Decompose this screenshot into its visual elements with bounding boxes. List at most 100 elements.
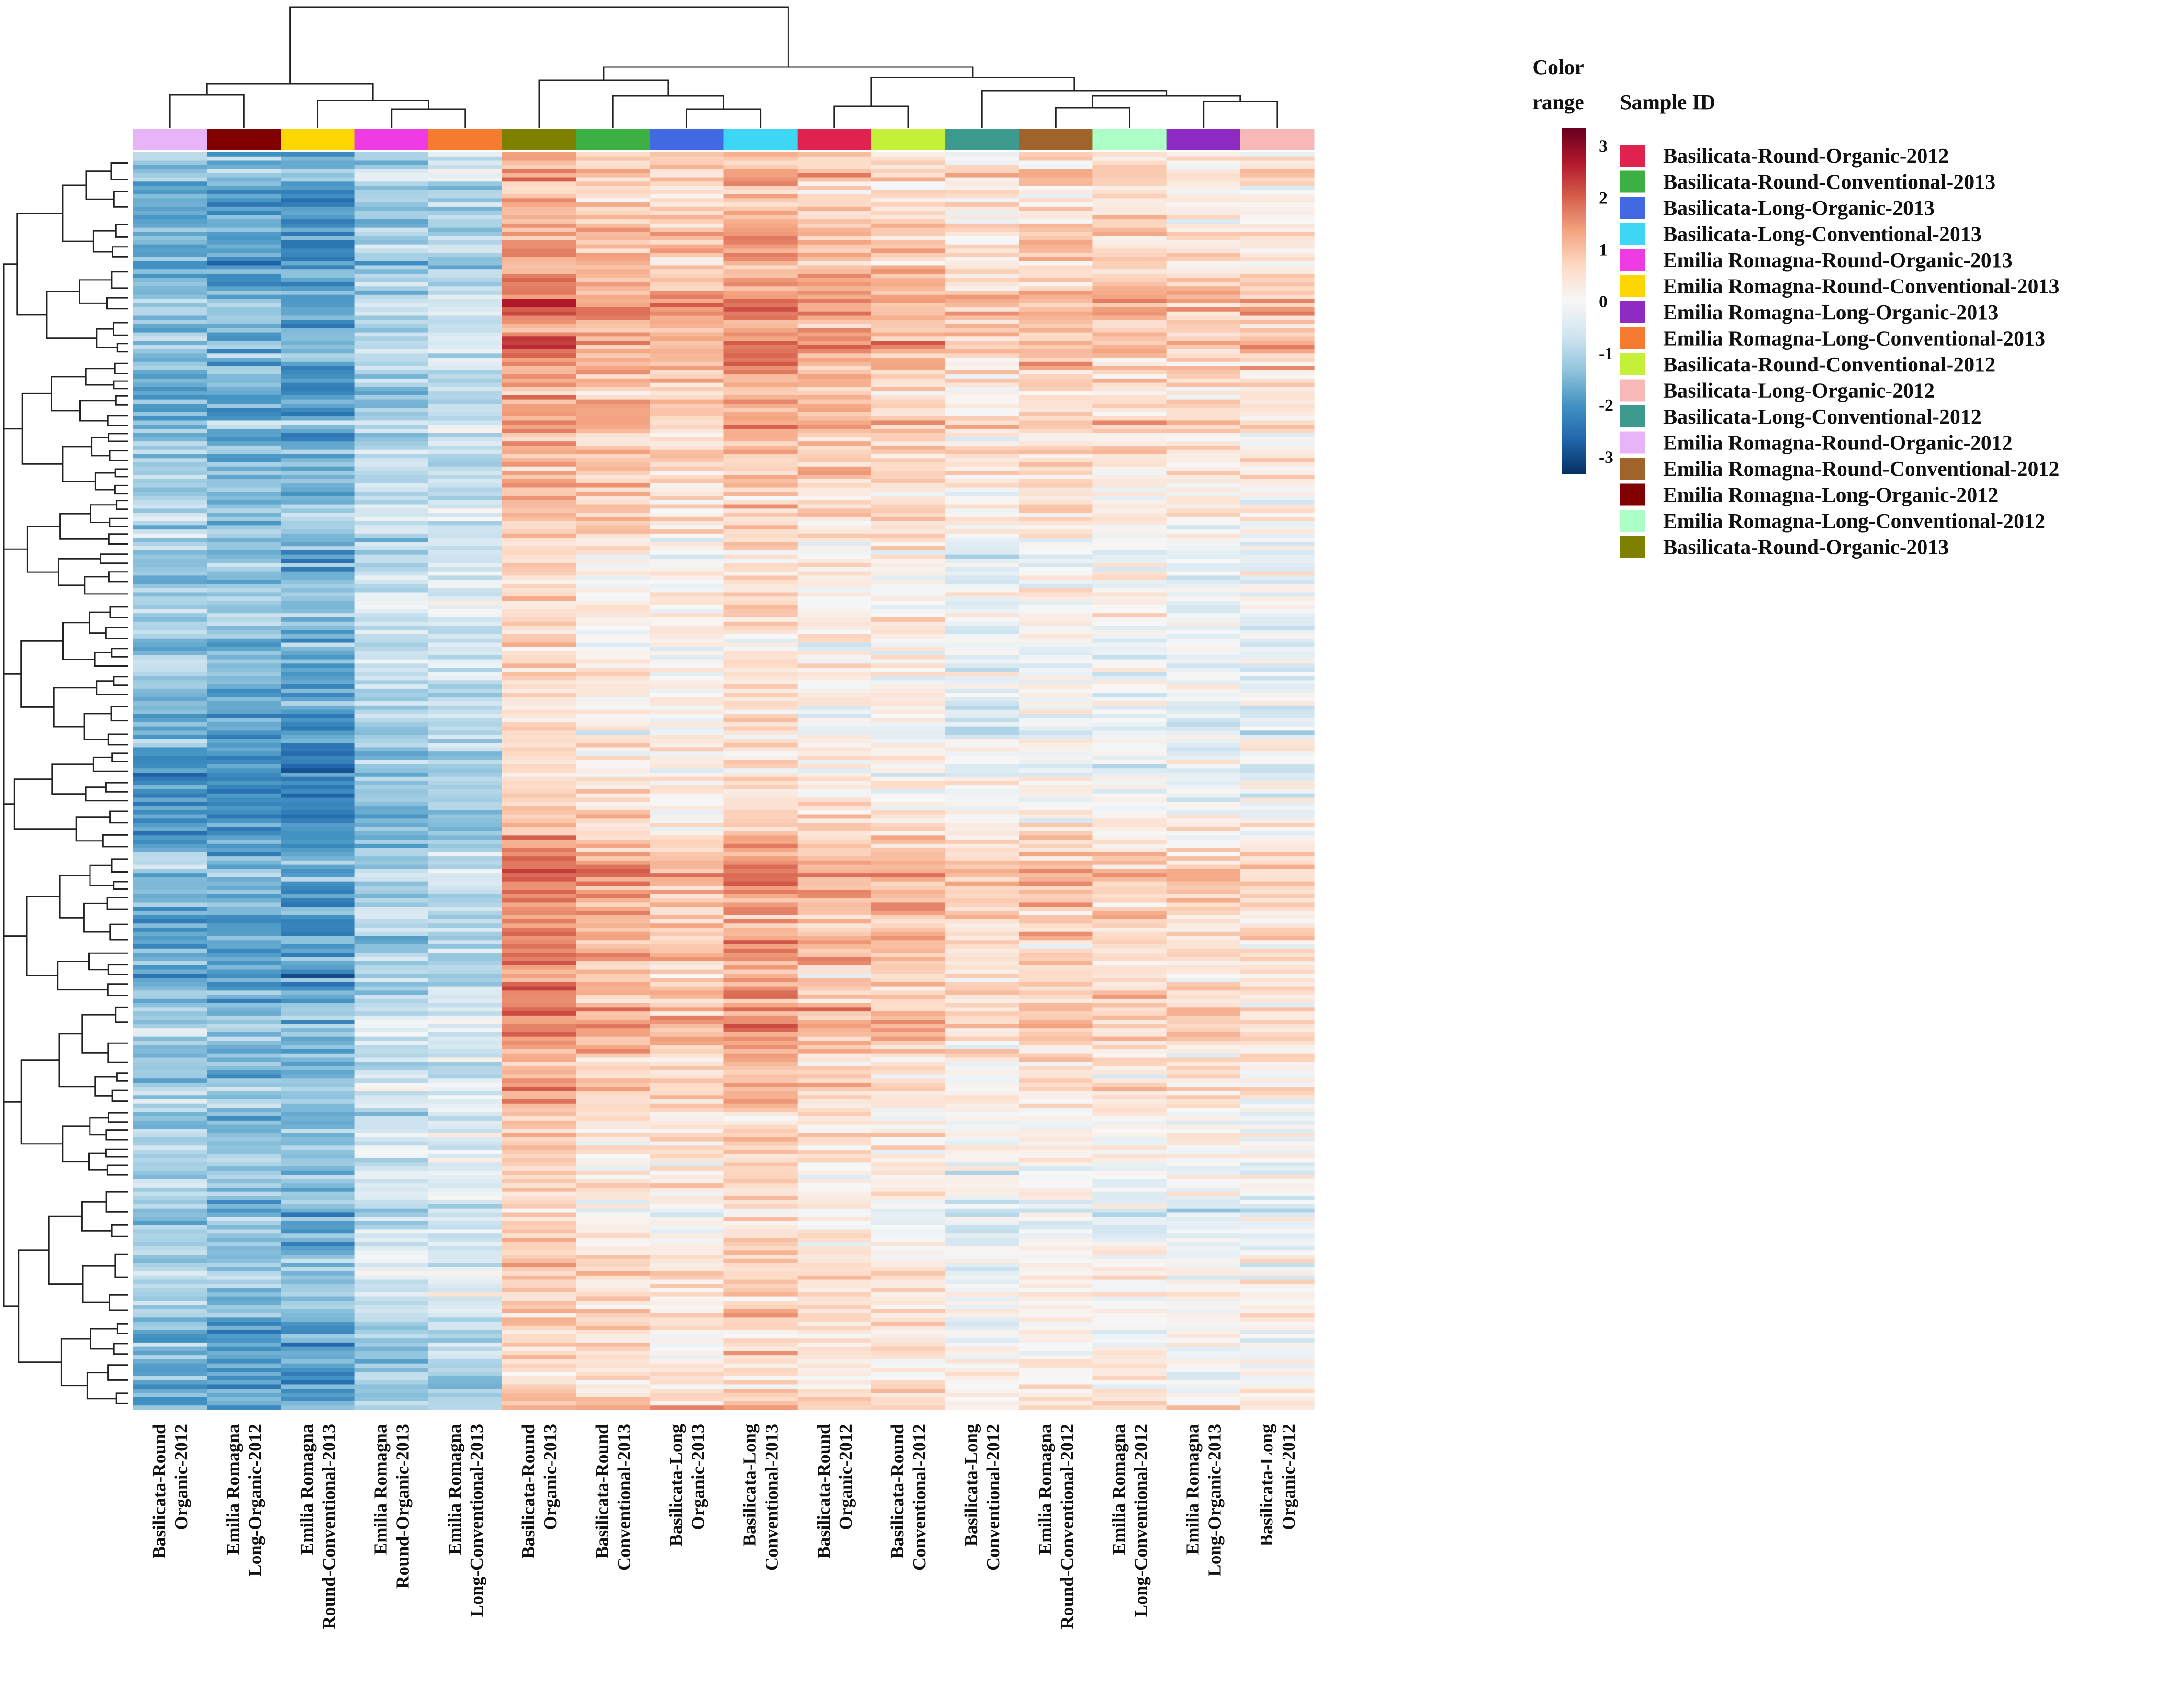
heatmap-cell bbox=[797, 353, 872, 358]
heatmap-cell bbox=[576, 508, 650, 513]
heatmap-cell bbox=[1240, 328, 1315, 333]
heatmap-cell bbox=[428, 186, 503, 191]
heatmap-cell bbox=[1240, 1129, 1315, 1133]
heatmap-cell bbox=[723, 516, 798, 522]
heatmap-cell bbox=[428, 818, 503, 823]
heatmap-cell bbox=[723, 521, 798, 526]
heatmap-cell bbox=[650, 1221, 724, 1226]
heatmap-cell bbox=[1240, 714, 1315, 718]
heatmap-cell bbox=[650, 1200, 724, 1205]
column-annotation-swatch bbox=[354, 129, 429, 150]
heatmap-cell bbox=[133, 1301, 207, 1305]
heatmap-cell bbox=[650, 186, 724, 191]
heatmap-cell bbox=[354, 1049, 429, 1054]
heatmap-cell bbox=[797, 1342, 872, 1347]
heatmap-cell bbox=[945, 311, 1019, 316]
heatmap-cell bbox=[1166, 1020, 1241, 1024]
heatmap-cell bbox=[576, 974, 650, 978]
heatmap-cell bbox=[281, 1170, 355, 1176]
heatmap-cell bbox=[428, 542, 503, 547]
heatmap-cell bbox=[723, 743, 798, 748]
heatmap-cell bbox=[576, 156, 650, 161]
heatmap-cell bbox=[576, 600, 650, 605]
heatmap-cell bbox=[133, 358, 207, 362]
heatmap-cell bbox=[871, 1246, 946, 1251]
heatmap-cell bbox=[502, 1053, 576, 1058]
heatmap-cell bbox=[1019, 303, 1093, 308]
heatmap-cell bbox=[502, 1204, 576, 1209]
heatmap-cell bbox=[133, 810, 207, 815]
heatmap-cell bbox=[502, 571, 576, 576]
heatmap-cell bbox=[428, 688, 503, 694]
heatmap-cell bbox=[281, 718, 355, 723]
heatmap-cell bbox=[723, 567, 798, 572]
heatmap-cell bbox=[723, 814, 798, 819]
heatmap-cell bbox=[650, 538, 724, 542]
heatmap-cell bbox=[207, 320, 281, 325]
heatmap-cell bbox=[1166, 1389, 1241, 1393]
heatmap-cell bbox=[428, 1204, 503, 1209]
heatmap-cell bbox=[871, 1158, 946, 1163]
heatmap-cell bbox=[797, 755, 872, 761]
heatmap-cell bbox=[1166, 957, 1241, 962]
heatmap-cell bbox=[133, 1141, 207, 1146]
column-label: Emilia Romagna Round-Organic-2013 bbox=[371, 1424, 413, 1589]
heatmap-cell bbox=[945, 559, 1019, 563]
heatmap-cell bbox=[576, 835, 650, 840]
heatmap-cell bbox=[1240, 638, 1315, 643]
heatmap-cell bbox=[945, 1070, 1019, 1075]
heatmap-cell bbox=[723, 1267, 798, 1272]
heatmap-cell bbox=[1240, 404, 1315, 408]
heatmap-cell bbox=[133, 399, 207, 404]
heatmap-cell bbox=[428, 990, 503, 995]
heatmap-cell bbox=[133, 802, 207, 807]
heatmap-cell bbox=[723, 634, 798, 639]
heatmap-cell bbox=[871, 1170, 946, 1176]
heatmap-cell bbox=[1092, 1091, 1167, 1096]
heatmap-cell bbox=[133, 1015, 207, 1020]
heatmap-cell bbox=[945, 818, 1019, 823]
heatmap-cell bbox=[1019, 974, 1093, 978]
heatmap-cell bbox=[428, 1233, 503, 1238]
heatmap-cell bbox=[871, 1384, 946, 1389]
heatmap-cell bbox=[1019, 1141, 1093, 1146]
heatmap-cell bbox=[650, 358, 724, 362]
heatmap-cell bbox=[1240, 320, 1315, 325]
heatmap-cell bbox=[133, 730, 207, 735]
heatmap-cell bbox=[1019, 236, 1093, 241]
heatmap-cell bbox=[428, 404, 503, 408]
column-labels: Basilicata-Round Organic-2012 Emilia Romag… bbox=[149, 1424, 1299, 1629]
heatmap-cell bbox=[502, 462, 576, 467]
heatmap-cell bbox=[428, 655, 503, 660]
heatmap-cell bbox=[133, 500, 207, 505]
heatmap-cell bbox=[945, 743, 1019, 748]
heatmap-cell bbox=[797, 294, 872, 300]
heatmap-cell bbox=[576, 613, 650, 618]
heatmap-cell bbox=[502, 873, 576, 878]
heatmap-cell bbox=[281, 802, 355, 807]
heatmap-cell bbox=[1092, 1389, 1167, 1393]
heatmap-cell bbox=[354, 638, 429, 643]
heatmap-cell bbox=[650, 303, 724, 308]
heatmap-cell bbox=[281, 613, 355, 618]
heatmap-cell bbox=[1240, 793, 1315, 798]
heatmap-cell bbox=[797, 1292, 872, 1297]
heatmap-cell bbox=[502, 1317, 576, 1322]
heatmap-cell bbox=[428, 831, 503, 836]
heatmap-cell bbox=[133, 1065, 207, 1071]
heatmap-cell bbox=[1166, 513, 1241, 517]
heatmap-cell bbox=[207, 642, 281, 647]
heatmap-cell bbox=[723, 1103, 798, 1109]
heatmap-cell bbox=[354, 521, 429, 526]
heatmap-cell bbox=[281, 1124, 355, 1129]
heatmap-cell bbox=[207, 785, 281, 790]
heatmap-cell bbox=[354, 273, 429, 279]
heatmap-cell bbox=[1092, 672, 1167, 677]
heatmap-cell bbox=[502, 1162, 576, 1167]
heatmap-cell bbox=[945, 554, 1019, 559]
heatmap-cell bbox=[207, 1133, 281, 1138]
heatmap-cell bbox=[1092, 525, 1167, 530]
heatmap-cell bbox=[281, 676, 355, 681]
heatmap-cell bbox=[1240, 982, 1315, 987]
heatmap-cell bbox=[723, 1162, 798, 1167]
